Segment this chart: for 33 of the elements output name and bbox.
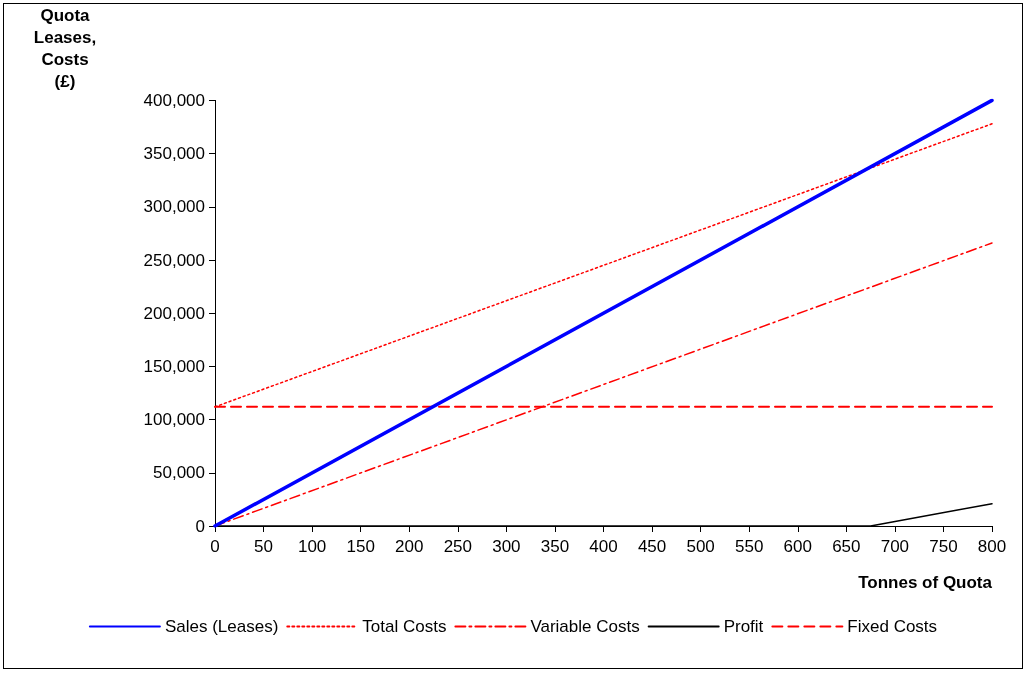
legend-label: Fixed Costs xyxy=(847,617,938,636)
y-tick-label: 300,000 xyxy=(143,197,205,217)
x-tick-label: 800 xyxy=(977,537,1007,556)
x-tick-label: 550 xyxy=(735,537,764,556)
x-tick-label: 750 xyxy=(929,537,958,556)
x-tick-label: 300 xyxy=(492,537,521,556)
x-tick-label: 100 xyxy=(297,537,327,556)
x-tick-label: 0 xyxy=(210,537,220,556)
legend-label: Total Costs xyxy=(362,617,447,636)
x-tick-label: 350 xyxy=(540,537,570,556)
y-tick-label: 250,000 xyxy=(143,250,205,270)
y-tick-label: 400,000 xyxy=(143,90,205,110)
x-tick-label: 450 xyxy=(637,537,667,556)
x-tick-label: 50 xyxy=(254,537,274,556)
y-tick-label: 200,000 xyxy=(143,303,205,323)
y-tick-label: 150,000 xyxy=(143,356,205,376)
x-axis-title: Tonnes of Quota xyxy=(858,573,993,592)
y-tick-label: 350,000 xyxy=(143,144,205,164)
legend-label: Sales (Leases) xyxy=(164,617,279,636)
legend-label: Profit xyxy=(723,617,764,636)
x-tick-label: 150 xyxy=(346,537,375,556)
x-tick-label: 200 xyxy=(395,537,424,556)
x-tick-label: 650 xyxy=(832,537,861,556)
legend-label: Variable Costs xyxy=(530,617,640,636)
x-tick-label: 700 xyxy=(880,537,910,556)
y-tick-label: 0 xyxy=(195,516,205,536)
x-tick-label: 250 xyxy=(443,537,472,556)
x-tick-label: 400 xyxy=(589,537,618,556)
x-tick-label: 500 xyxy=(686,537,715,556)
x-tick-label: 600 xyxy=(783,537,812,556)
y-tick-label: 100,000 xyxy=(143,410,205,430)
y-tick-label: 50,000 xyxy=(153,463,205,483)
y-axis-title: Quota Leases, Costs (£) xyxy=(33,5,97,91)
